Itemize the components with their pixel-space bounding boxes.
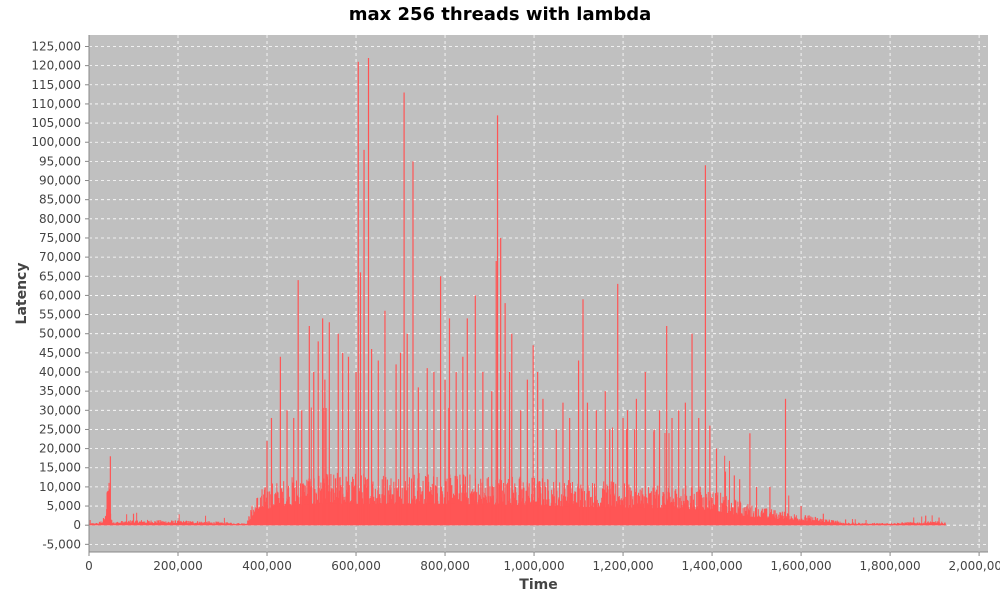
x-tick-label: 1,200,000 — [593, 559, 654, 573]
y-axis-label: Latency — [14, 263, 30, 325]
y-tick-label: 85,000 — [39, 193, 81, 207]
chart-title: max 256 threads with lambda — [348, 4, 652, 25]
y-tick-label: 50,000 — [39, 327, 81, 341]
y-tick-label: 90,000 — [39, 174, 81, 188]
x-tick-label: 400,000 — [242, 559, 292, 573]
y-tick-label: 80,000 — [39, 212, 81, 226]
y-tick-label: 10,000 — [39, 480, 81, 494]
data-series — [88, 57, 946, 526]
y-tick-label: 65,000 — [39, 269, 81, 283]
x-tick-label: 1,600,000 — [771, 559, 832, 573]
y-tick-label: 105,000 — [31, 116, 81, 130]
y-tick-label: 30,000 — [39, 403, 81, 417]
y-tick-label: 45,000 — [39, 346, 81, 360]
x-tick-label: 1,400,000 — [682, 559, 743, 573]
y-tick-label: 95,000 — [39, 154, 81, 168]
x-tick-label: 1,800,000 — [860, 559, 921, 573]
x-tick-label: 800,000 — [420, 559, 470, 573]
y-tick-label: 5,000 — [47, 499, 81, 513]
y-tick-label: 110,000 — [31, 97, 81, 111]
x-tick-label: 0 — [85, 559, 93, 573]
y-tick-label: 75,000 — [39, 231, 81, 245]
y-tick-label: 70,000 — [39, 250, 81, 264]
y-tick-label: 125,000 — [31, 39, 81, 53]
y-tick-label: 115,000 — [31, 78, 81, 92]
x-tick-label: 600,000 — [331, 559, 381, 573]
y-tick-label: 35,000 — [39, 384, 81, 398]
y-tick-label: 15,000 — [39, 461, 81, 475]
y-tick-label: -5,000 — [42, 537, 81, 551]
y-tick-label: 25,000 — [39, 422, 81, 436]
x-tick-label: 2,000,000 — [949, 559, 1000, 573]
x-tick-label: 200,000 — [153, 559, 203, 573]
y-tick-label: 0 — [73, 518, 81, 532]
y-tick-label: 40,000 — [39, 365, 81, 379]
axes: -5,000 0 5,000 10,000 15,000 20,000 25,000 30,0… — [31, 35, 1000, 573]
y-tick-label: 55,000 — [39, 308, 81, 322]
y-tick-label: 60,000 — [39, 288, 81, 302]
latency-baseline-fill — [89, 499, 946, 526]
y-tick-label: 100,000 — [31, 135, 81, 149]
y-tick-label: 20,000 — [39, 442, 81, 456]
y-tick-label: 120,000 — [31, 59, 81, 73]
x-tick-label: 1,000,000 — [504, 559, 565, 573]
x-axis-label: Time — [519, 577, 557, 593]
plot-area — [89, 35, 988, 552]
